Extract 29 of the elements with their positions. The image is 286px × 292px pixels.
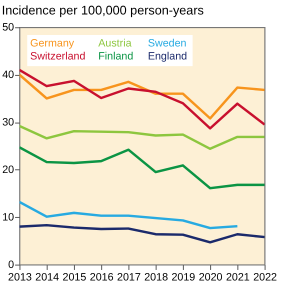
- y-tick-label: 20: [2, 164, 14, 176]
- line-series: [19, 224, 265, 244]
- x-tick-label: 2018: [144, 272, 168, 284]
- text: Austria: [98, 38, 132, 50]
- x-tick-label: 2016: [90, 272, 114, 284]
- text: England: [148, 50, 188, 62]
- x-tick-label: 2022: [253, 272, 278, 284]
- x-tick-label: 2021: [226, 272, 250, 284]
- line-series: [19, 146, 265, 190]
- line-series: [19, 124, 265, 150]
- series-label: Switzerland: [30, 50, 86, 62]
- line-series: [19, 200, 239, 230]
- text: Sweden: [148, 38, 187, 50]
- y-tick-label: 0: [8, 259, 14, 272]
- line-series: [19, 74, 265, 120]
- x-tick-label: 2015: [62, 272, 86, 284]
- y-tick-label: 30: [2, 116, 14, 129]
- chart-title: Incidence per 100,000 person-years: [2, 4, 204, 18]
- x-tick-label: 2014: [35, 272, 60, 284]
- y-tick-label: 10: [2, 212, 14, 224]
- text: Finland: [98, 50, 134, 62]
- y-tick-label: 40: [2, 69, 14, 82]
- text: Germany: [30, 38, 75, 50]
- x-tick-label: 2019: [171, 272, 196, 284]
- x-tick-label: 2013: [8, 272, 32, 284]
- x-tick-label: 2017: [117, 272, 141, 284]
- line-series: [19, 68, 265, 130]
- x-tick-label: 2020: [198, 272, 223, 284]
- y-tick-label: 50: [2, 22, 14, 34]
